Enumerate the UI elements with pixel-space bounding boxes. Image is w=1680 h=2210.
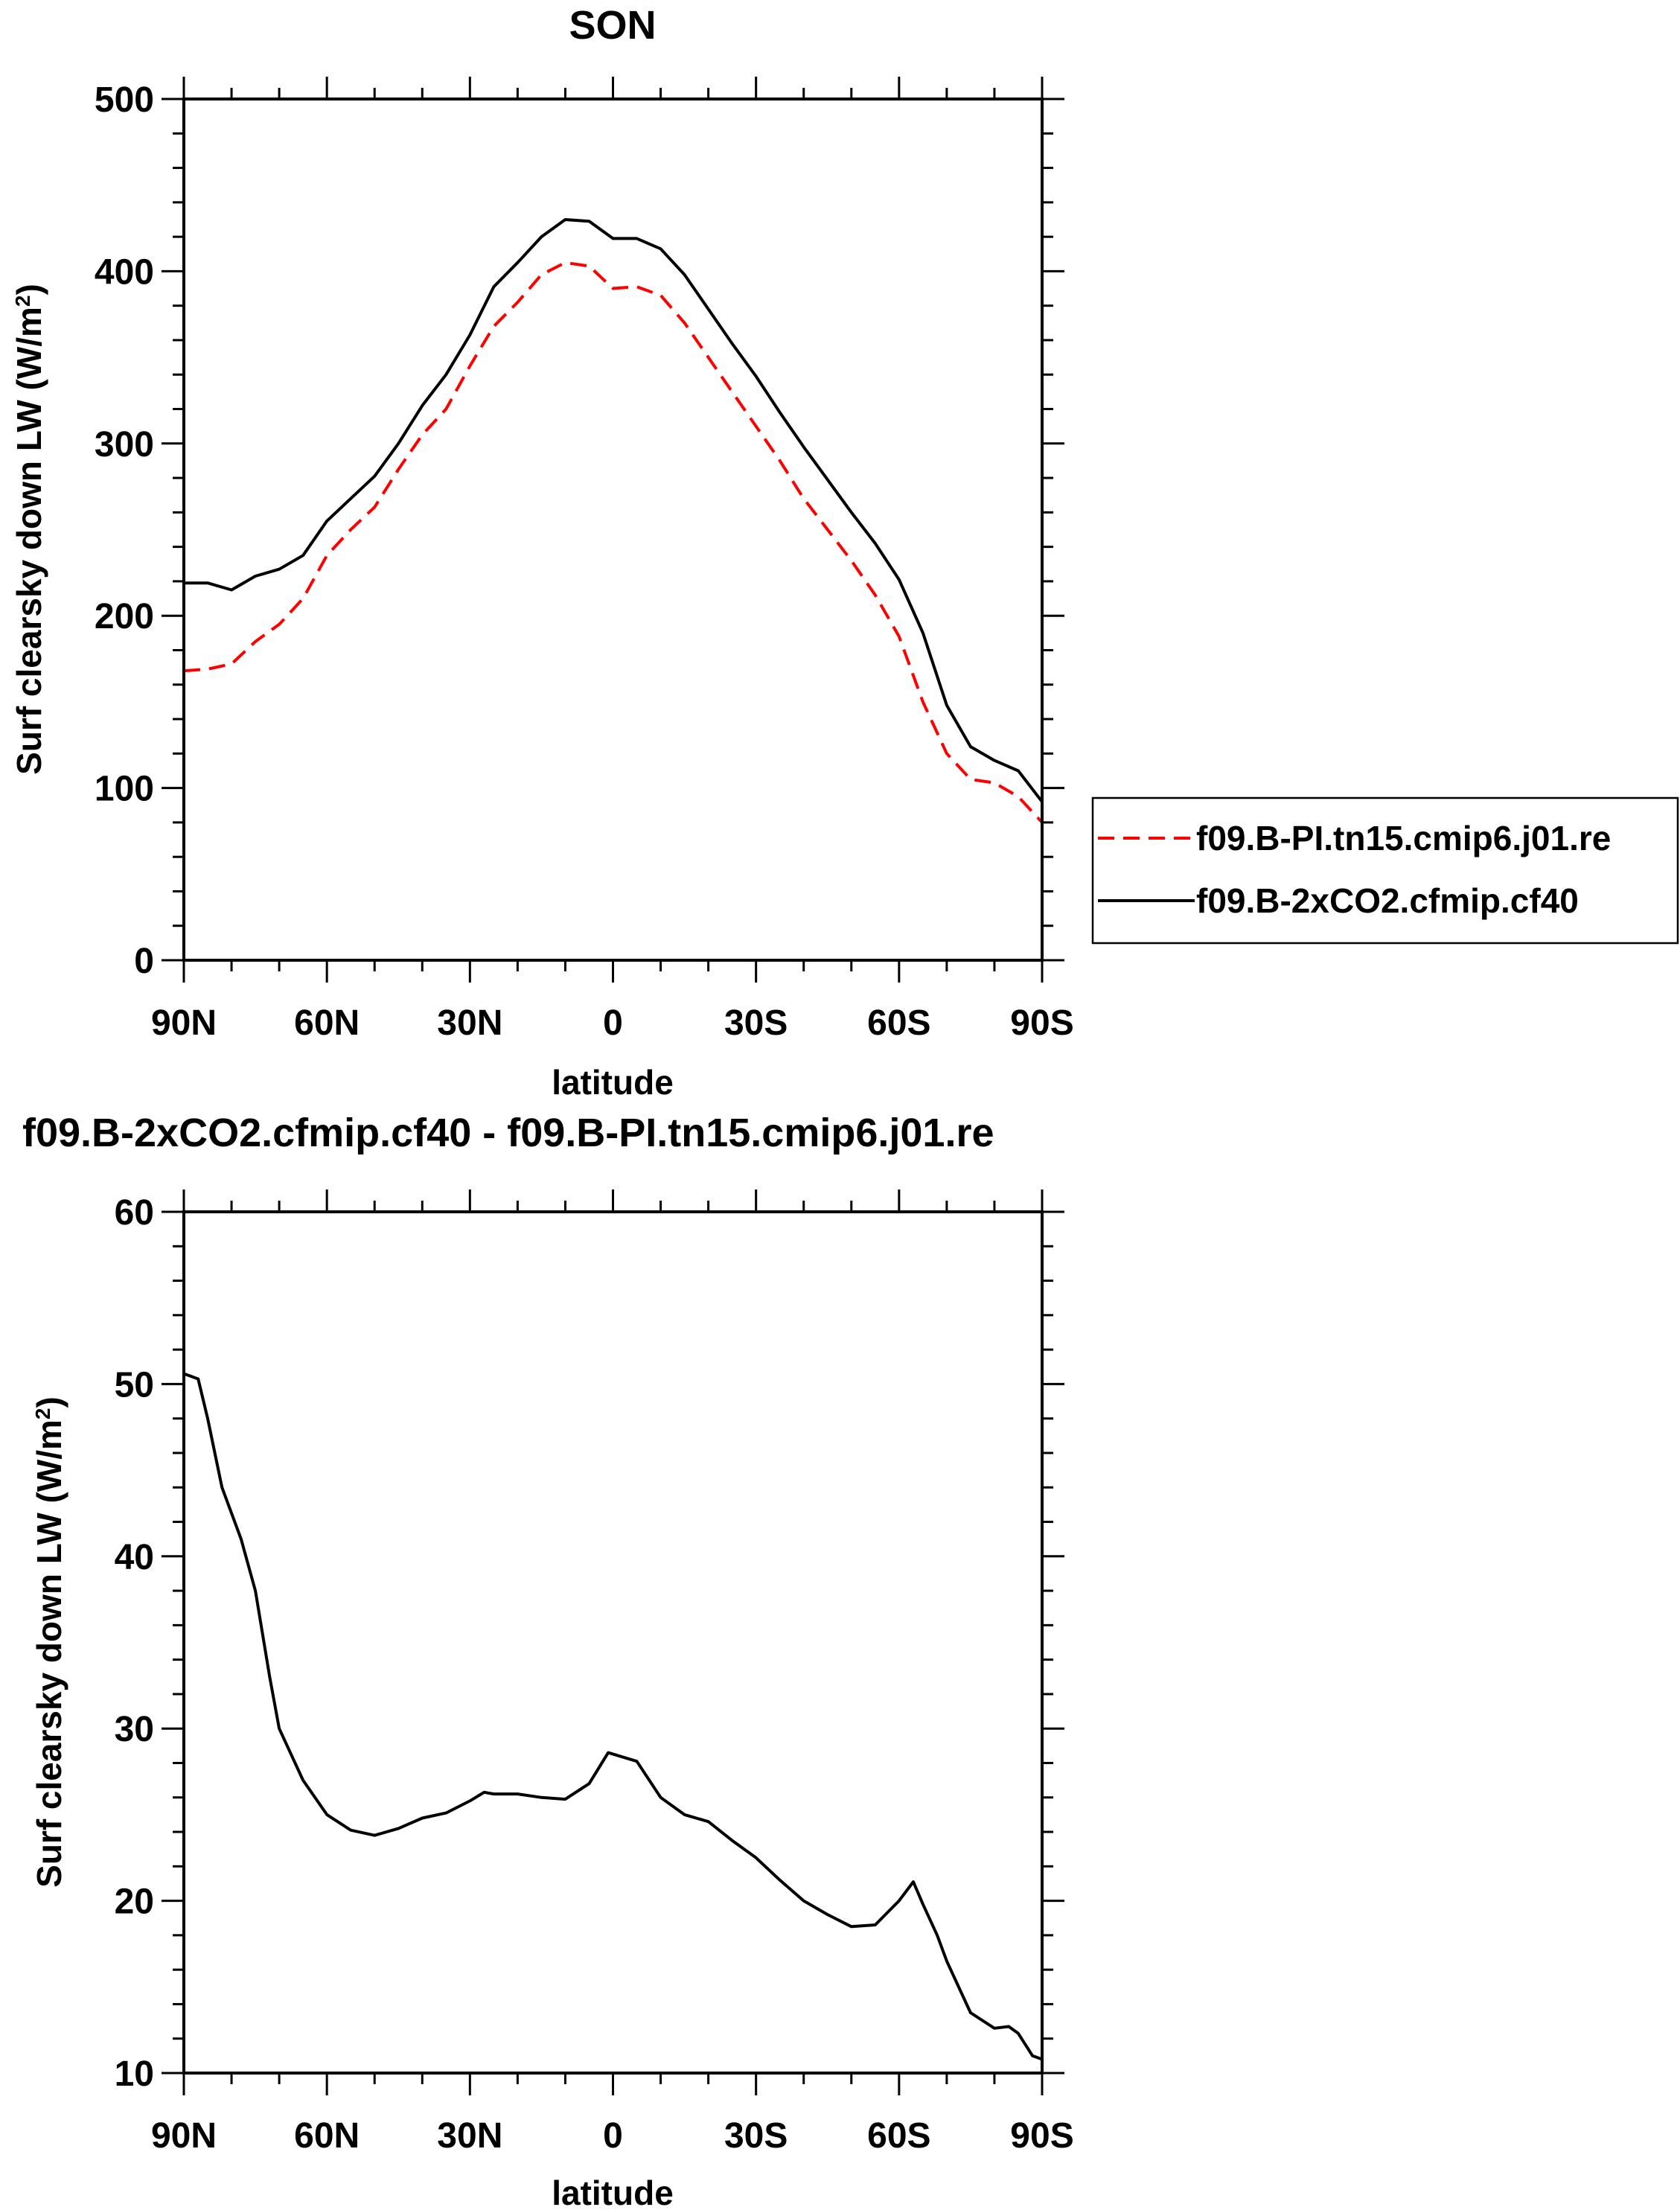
top-ticks: 90N 60N 30N 0 30S 60S 90S 0 100 200 300 400 500 bbox=[95, 77, 1074, 1043]
x-tick-label: 30N bbox=[437, 1003, 502, 1043]
y-tick-label: 100 bbox=[95, 770, 154, 809]
top-y-axis-label-text: Surf clearsky down LW (W/m bbox=[10, 307, 48, 775]
y-tick-label: 0 bbox=[134, 942, 154, 981]
bottom-plot-title: f09.B-2xCO2.cfmip.cf40 - f09.B-PI.tn15.c… bbox=[22, 1111, 994, 1155]
x-tick-label: 90N bbox=[151, 2116, 217, 2156]
bottom-y-axis-label: Surf clearsky down LW (W/m2) bbox=[30, 1396, 68, 1888]
y-tick-label: 300 bbox=[95, 425, 154, 464]
x-tick-label: 30N bbox=[437, 2116, 502, 2156]
bottom-y-axis-label-close: ) bbox=[30, 1396, 68, 1408]
x-tick-label: 0 bbox=[603, 1003, 623, 1043]
x-tick-label: 60S bbox=[867, 2116, 930, 2156]
series-line-f09.B-2xCO2.cfmip.cf40 bbox=[184, 218, 1044, 803]
top-plot-frame bbox=[182, 98, 1044, 962]
bottom-plot-frame bbox=[182, 1210, 1044, 2075]
bottom-y-axis-label-sup: 2 bbox=[31, 1408, 54, 1419]
y-tick-label: 10 bbox=[115, 2054, 154, 2094]
top-plot: SON latitude Surf clearsky down LW (W/m2… bbox=[10, 3, 1679, 1102]
bottom-x-axis-label: latitude bbox=[552, 2174, 674, 2210]
y-tick-label: 30 bbox=[115, 1710, 154, 1749]
x-tick-label: 90S bbox=[1010, 1003, 1073, 1043]
y-tick-label: 20 bbox=[115, 1882, 154, 1922]
series-line-f09.B-PI.tn15.cmip6.j01.re bbox=[183, 261, 1044, 824]
x-tick-label: 90N bbox=[151, 1003, 217, 1043]
x-tick-label: 0 bbox=[603, 2116, 623, 2156]
x-tick-label: 60N bbox=[294, 2116, 360, 2156]
y-tick-label: 50 bbox=[115, 1365, 154, 1405]
x-tick-label: 60N bbox=[294, 1003, 360, 1043]
legend-label-pi: f09.B-PI.tn15.cmip6.j01.re bbox=[1196, 819, 1611, 858]
top-series bbox=[183, 218, 1044, 824]
top-y-axis-label-close: ) bbox=[10, 284, 48, 295]
bottom-series bbox=[183, 1372, 1043, 2061]
series-line-difference bbox=[183, 1372, 1043, 2061]
y-tick-label: 500 bbox=[95, 80, 154, 120]
legend-label-2xco2: f09.B-2xCO2.cfmip.cf40 bbox=[1196, 881, 1579, 920]
y-tick-label: 200 bbox=[95, 597, 154, 636]
y-tick-label: 60 bbox=[115, 1193, 154, 1233]
x-tick-label: 60S bbox=[867, 1003, 930, 1043]
top-y-axis-label: Surf clearsky down LW (W/m2) bbox=[10, 284, 48, 775]
bottom-y-axis-label-text: Surf clearsky down LW (W/m bbox=[30, 1419, 68, 1888]
legend-box bbox=[1091, 796, 1679, 945]
top-x-axis-label: latitude bbox=[552, 1063, 674, 1102]
y-tick-label: 40 bbox=[115, 1538, 154, 1577]
legend: f09.B-PI.tn15.cmip6.j01.re f09.B-2xCO2.c… bbox=[1091, 796, 1679, 945]
x-tick-label: 30S bbox=[724, 1003, 788, 1043]
top-y-axis-label-sup: 2 bbox=[11, 295, 34, 307]
x-tick-label: 30S bbox=[724, 2116, 788, 2156]
bottom-plot: f09.B-2xCO2.cfmip.cf40 - f09.B-PI.tn15.c… bbox=[22, 1111, 1074, 2210]
y-tick-label: 400 bbox=[95, 252, 154, 292]
top-plot-title: SON bbox=[569, 3, 656, 48]
x-tick-label: 90S bbox=[1010, 2116, 1073, 2156]
bottom-ticks: 90N 60N 30N 0 30S 60S 90S 10 20 30 40 50 60 bbox=[115, 1189, 1074, 2156]
